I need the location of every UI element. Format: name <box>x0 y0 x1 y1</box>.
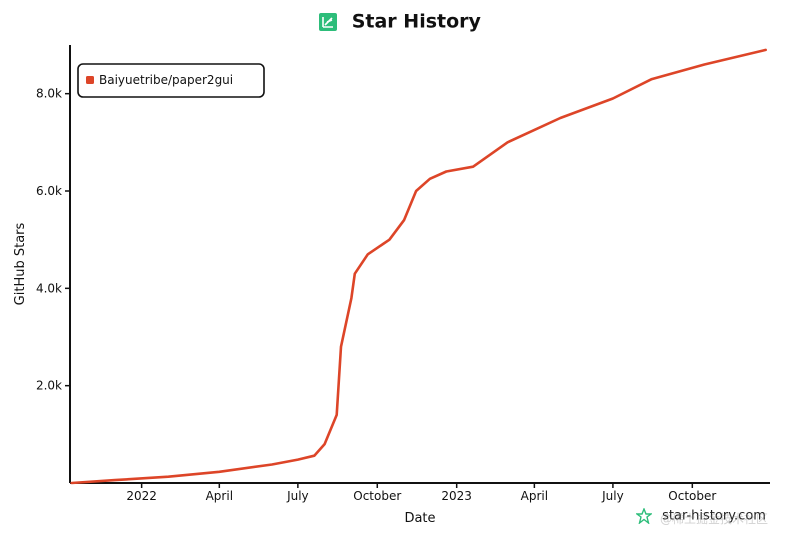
footer-brand[interactable]: star-history.com <box>636 508 766 524</box>
x-tick-label: 2023 <box>441 489 472 503</box>
legend-swatch <box>86 76 94 84</box>
x-tick-label: April <box>521 489 548 503</box>
y-tick-label: 2.0k <box>36 379 62 393</box>
chart-title-text: Star History <box>351 10 481 33</box>
x-tick-label: October <box>668 489 716 503</box>
watermark-text: @稀土掘金技术社区 <box>660 512 769 526</box>
star-history-logo-icon <box>319 12 338 31</box>
x-axis-label: Date <box>404 511 435 526</box>
legend-label: Baiyuetribe/paper2gui <box>99 73 233 87</box>
x-tick-label: April <box>206 489 233 503</box>
legend-box <box>77 63 265 98</box>
x-tick-label: July <box>286 489 309 503</box>
x-tick-label: 2022 <box>126 489 157 503</box>
x-tick-label: July <box>601 489 624 503</box>
chart-title: Star History <box>0 10 800 33</box>
x-tick-label: October <box>353 489 401 503</box>
y-tick-label: 6.0k <box>36 184 62 198</box>
y-axis-label: GitHub Stars <box>13 222 28 305</box>
y-tick-label: 4.0k <box>36 281 62 295</box>
footer-site-text: star-history.com <box>662 508 766 524</box>
series-line <box>70 48 767 485</box>
y-tick-label: 8.0k <box>36 87 62 101</box>
star-history-small-icon <box>636 508 652 524</box>
